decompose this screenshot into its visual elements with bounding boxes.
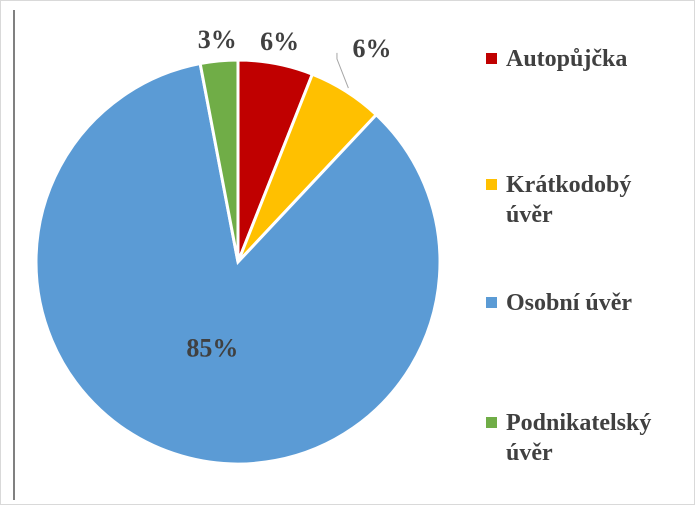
data-label: 3% — [198, 25, 237, 54]
leader-line — [336, 52, 349, 89]
legend-item: Autopůjčka — [486, 44, 676, 74]
legend-label: Podnikatelský úvěr — [506, 410, 652, 466]
legend-swatch — [486, 297, 497, 308]
legend-label: Osobní úvěr — [506, 290, 633, 316]
pie-slice — [34, 61, 442, 466]
legend-item: Krátkodobý úvěr — [486, 170, 676, 230]
legend-item: Podnikatelský úvěr — [486, 408, 676, 468]
legend-swatch — [486, 179, 497, 190]
data-label: 6% — [352, 34, 391, 63]
data-label: 6% — [260, 27, 299, 56]
legend-label: Krátkodobý úvěr — [506, 172, 632, 228]
legend-swatch — [486, 53, 497, 64]
legend-swatch — [486, 417, 497, 428]
legend-item: Osobní úvěr — [486, 288, 676, 318]
data-label: 85% — [186, 333, 238, 362]
pie-slice — [198, 58, 240, 263]
legend-label: Autopůjčka — [506, 46, 628, 72]
